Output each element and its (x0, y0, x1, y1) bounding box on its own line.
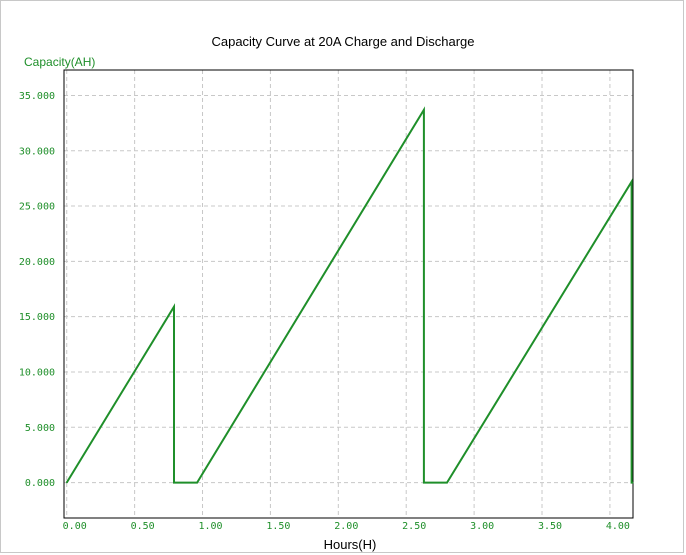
x-tick-label: 1.00 (198, 521, 222, 532)
x-tick-label: 3.00 (470, 521, 494, 532)
y-tick-label: 20.000 (19, 257, 55, 268)
data-point (446, 482, 448, 484)
y-tick-label: 15.000 (19, 312, 55, 323)
data-point (631, 181, 633, 183)
y-tick-label: 30.000 (19, 146, 55, 157)
y-tick-label: 5.000 (25, 423, 55, 434)
series-group (65, 106, 634, 484)
capacity-series-line (65, 106, 633, 484)
x-tick-label: 2.00 (334, 521, 358, 532)
x-tick-label: 1.50 (266, 521, 290, 532)
x-tick-label: 0.50 (131, 521, 155, 532)
y-tick-label: 25.000 (19, 202, 55, 213)
y-axis-label: Capacity(AH) (24, 55, 96, 69)
chart-title: Capacity Curve at 20A Charge and Dischar… (211, 34, 475, 49)
plot-border (63, 69, 634, 519)
data-point (423, 109, 425, 111)
x-tick-label: 0.00 (63, 521, 87, 532)
y-tick-label: 35.000 (19, 91, 55, 102)
y-tick-label: 10.000 (19, 367, 55, 378)
y-tick-label: 0.000 (25, 478, 55, 489)
grid-lines (64, 70, 633, 518)
x-axis-label: Hours(H) (323, 537, 377, 552)
data-point (631, 482, 633, 484)
x-tick-label: 2.50 (402, 521, 426, 532)
data-point (66, 482, 68, 484)
data-point (423, 482, 425, 484)
data-point (173, 306, 175, 308)
data-point (173, 482, 175, 484)
data-point (196, 482, 198, 484)
x-tick-label: 3.50 (538, 521, 562, 532)
data-point (632, 482, 634, 484)
x-ticks: 0.00 0.50 1.00 1.50 2.00 2.50 3.00 3.50 4.00 (63, 521, 630, 532)
x-tick-label: 4.00 (606, 521, 630, 532)
y-ticks: 0.000 5.000 10.000 15.000 20.000 25.000 30.000… (19, 91, 55, 489)
